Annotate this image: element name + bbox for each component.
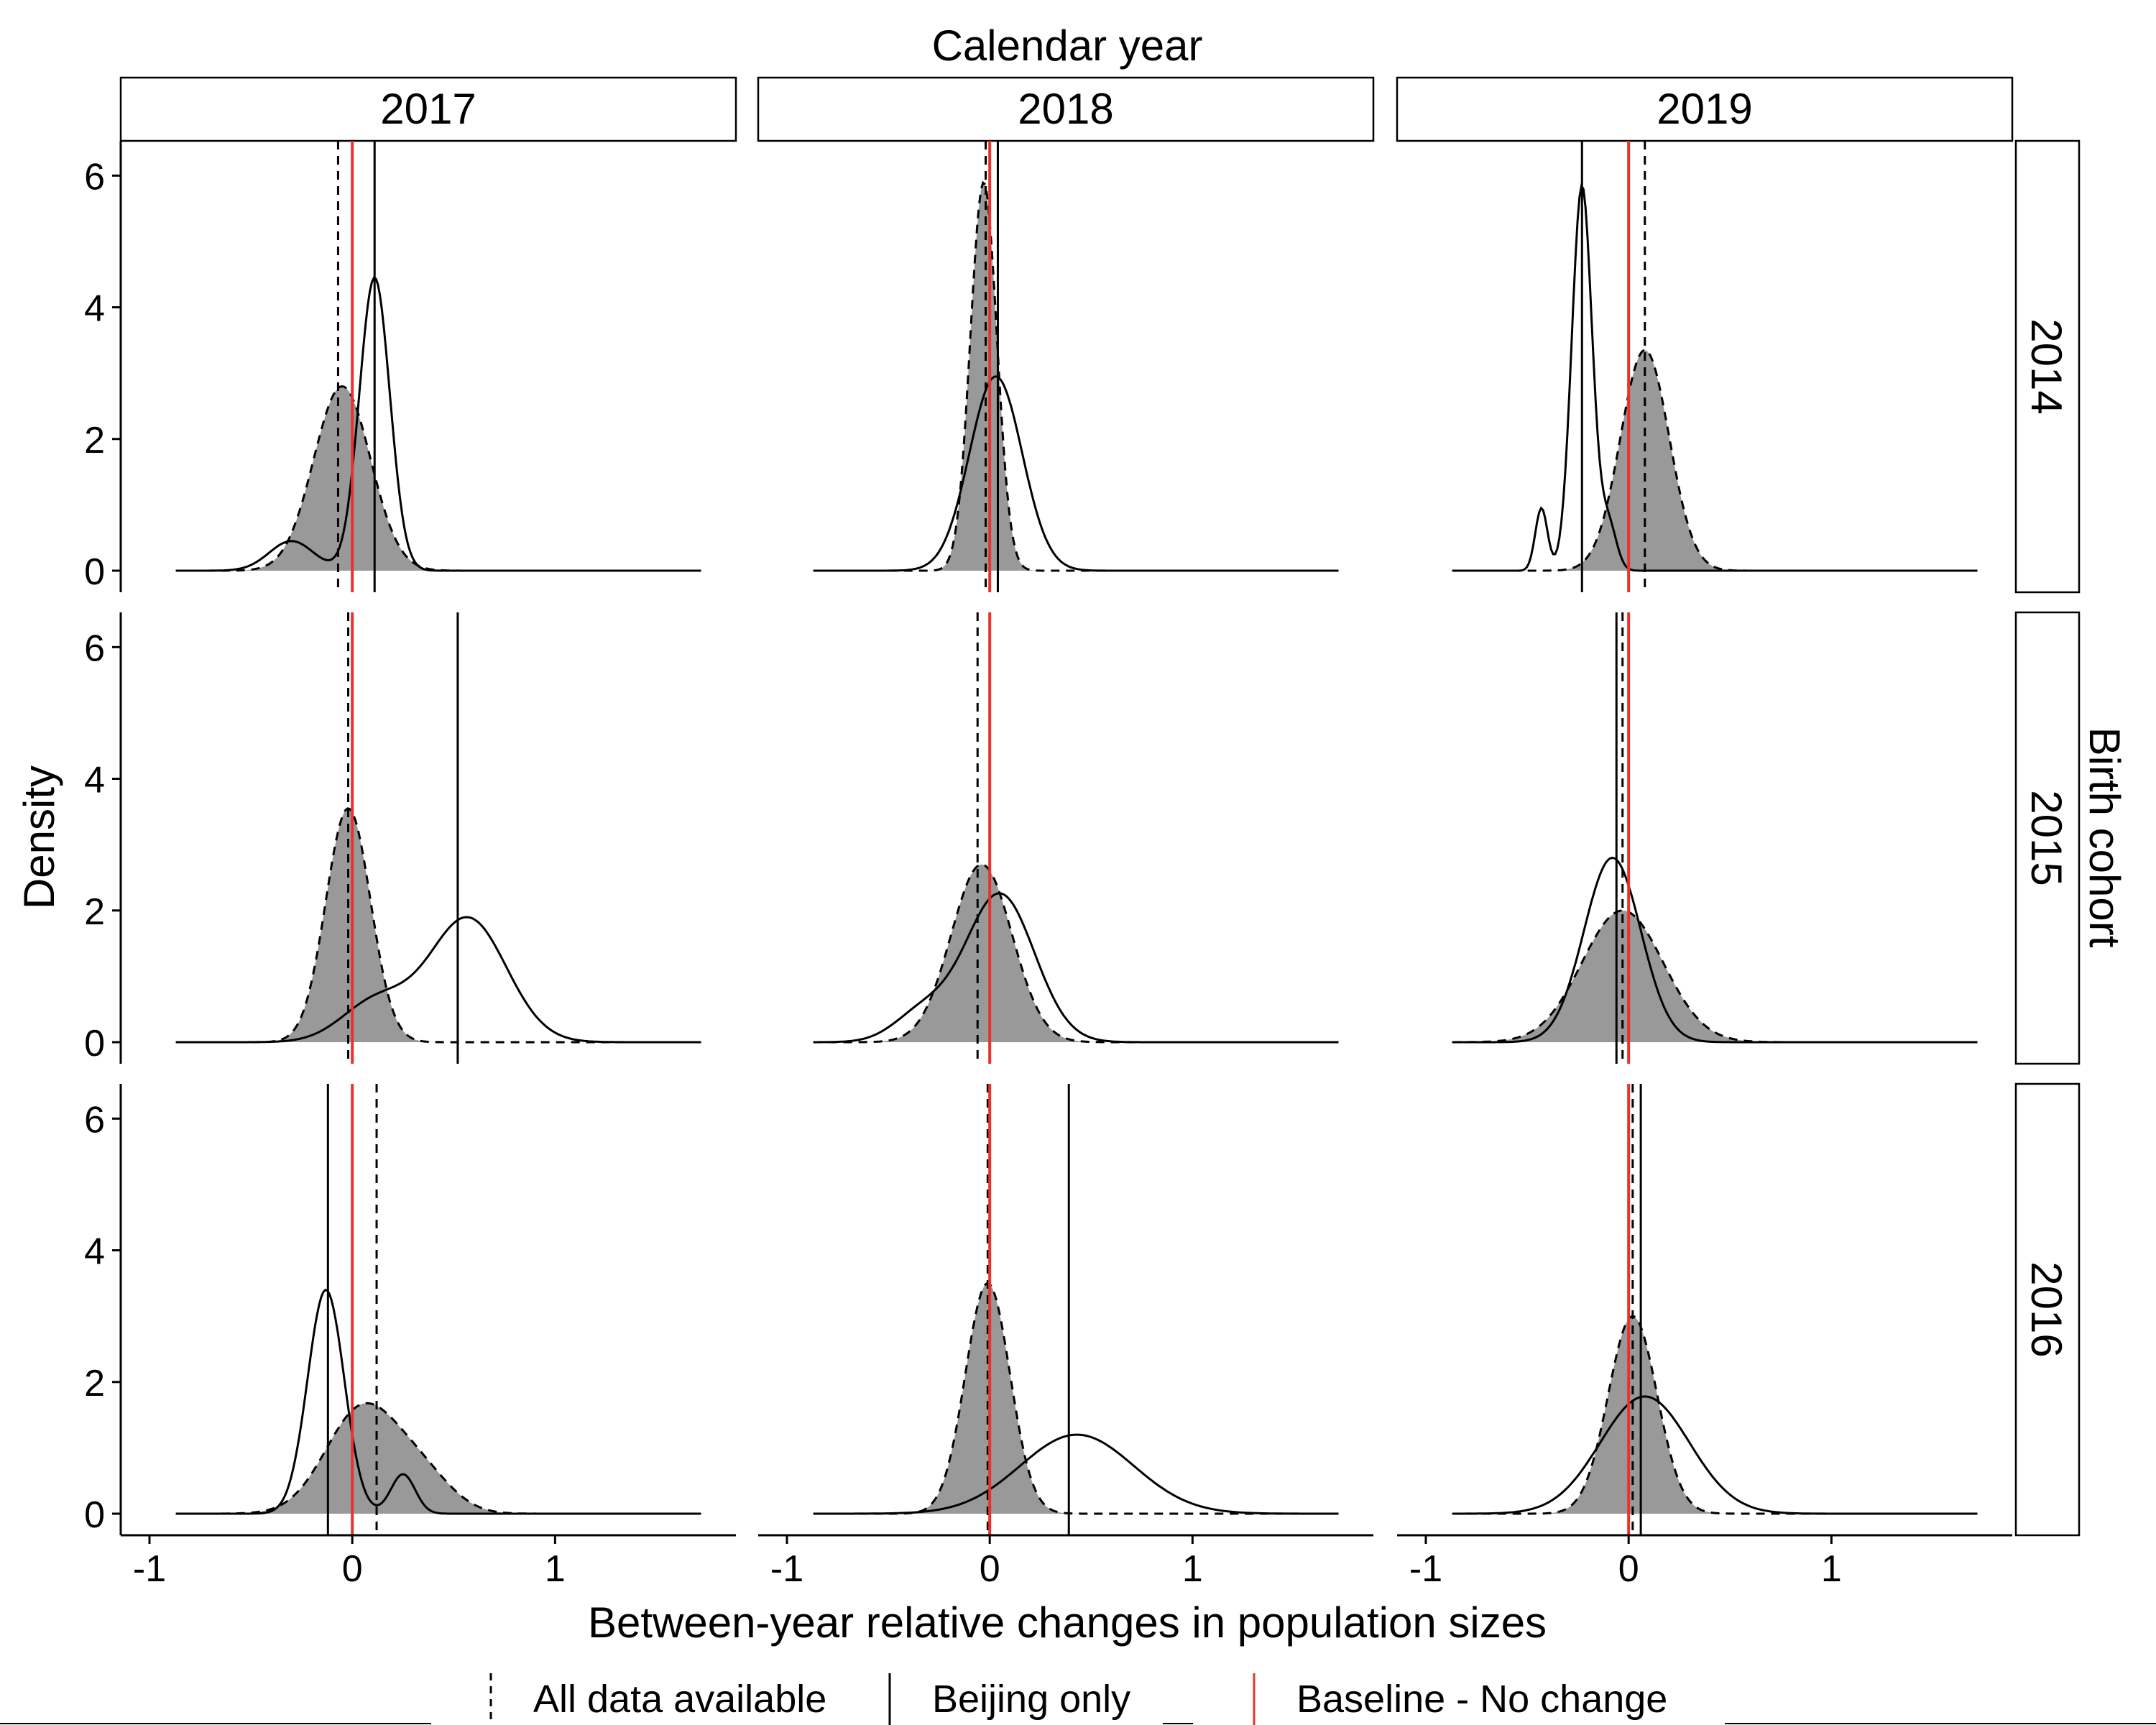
all-data-density-line xyxy=(813,180,1339,572)
panel-2015-2019 xyxy=(1452,612,1978,1064)
strip-label: 2016 xyxy=(2022,1261,2070,1357)
x-tick-label: 1 xyxy=(1821,1548,1842,1590)
beijing-density-line xyxy=(813,375,1339,572)
y-tick-label: 0 xyxy=(84,1494,105,1536)
all-data-density-line xyxy=(1452,349,1978,572)
all-data-density-fill xyxy=(175,808,701,1042)
beijing-density-line xyxy=(175,276,701,572)
all-data-density-line xyxy=(1452,1315,1978,1515)
all-data-density-fill xyxy=(175,1403,701,1514)
beijing-density-line xyxy=(175,916,701,1044)
panel-2014-2019 xyxy=(1452,141,1978,592)
all-data-density-fill xyxy=(1452,350,1978,571)
strip-label: 2017 xyxy=(380,85,476,133)
panel-2014-2017: 0 2 4 6 xyxy=(84,141,701,593)
y-tick-label: 4 xyxy=(84,288,105,330)
all-data-density-line xyxy=(813,1282,1339,1515)
all-data-density-fill xyxy=(813,183,1339,571)
x-tick-label: 0 xyxy=(980,1548,1000,1590)
legend-item-beijing: Beijing only xyxy=(888,1673,1130,1725)
row-strip-2015: 2015 xyxy=(2014,611,2081,1065)
row-strips: 2014 2015 2016 xyxy=(2014,139,2081,1537)
beijing-density-line xyxy=(813,1433,1339,1515)
y-tick-label: 6 xyxy=(84,156,105,198)
all-data-density-line xyxy=(175,807,701,1044)
all-data-density-fill xyxy=(1452,1316,1978,1514)
row-strip-2016: 2016 xyxy=(2014,1082,2081,1537)
all-data-density-fill xyxy=(1452,910,1978,1042)
strip-box xyxy=(2014,139,2081,594)
y-tick-label: 0 xyxy=(84,551,105,593)
row-strip-2014: 2014 xyxy=(2014,139,2081,594)
top-facet-title: Calendar year xyxy=(932,22,1203,70)
x-tick-label: -1 xyxy=(770,1548,803,1590)
column-strip-2018: 2018 xyxy=(757,76,1375,142)
panel-2016-2017: 0 2 4 6 -1 0 1 xyxy=(84,1084,736,1590)
strip-label: 2018 xyxy=(1018,85,1113,133)
column-strips: 2017 2018 2019 xyxy=(119,76,2014,142)
strip-label: 2019 xyxy=(1657,85,1752,133)
y-tick-label: 2 xyxy=(84,420,105,461)
x-tick-label: 0 xyxy=(342,1548,363,1590)
panel-2016-2018: -1 0 1 xyxy=(758,1084,1373,1590)
legend-label: Beijing only xyxy=(932,1678,1130,1721)
x-axis-title: Between-year relative changes in populat… xyxy=(588,1598,1547,1647)
strip-box xyxy=(2014,1082,2081,1537)
y-tick-label: 6 xyxy=(84,1099,105,1141)
panel-2015-2017: 0 2 4 6 xyxy=(84,612,701,1064)
all-data-density-fill xyxy=(175,386,701,571)
all-data-density-line xyxy=(175,385,701,572)
y-tick-label: 4 xyxy=(84,760,105,801)
all-data-density-line xyxy=(813,863,1339,1044)
all-data-density-line xyxy=(1452,909,1978,1044)
x-tick-label: 1 xyxy=(1182,1548,1203,1590)
legend-item-baseline: Baseline - No change xyxy=(1253,1673,1667,1725)
x-tick-label: 1 xyxy=(545,1548,566,1590)
column-strip-2017: 2017 xyxy=(119,76,737,142)
y-tick-label: 2 xyxy=(84,1363,105,1404)
y-axis-title: Density xyxy=(15,765,63,909)
strip-label: 2014 xyxy=(2022,318,2070,414)
strip-box xyxy=(757,76,1375,142)
x-tick-label: -1 xyxy=(133,1548,166,1590)
legend-label: Baseline - No change xyxy=(1296,1678,1667,1721)
beijing-density-line xyxy=(1452,1395,1978,1515)
y-tick-label: 6 xyxy=(84,627,105,669)
all-data-density-fill xyxy=(813,1283,1339,1514)
panels: 0 2 4 6 0 2 4 6 0 2 4 6 -1 0 1 -1 0 1 -1 0 1 xyxy=(84,141,2012,1590)
panel-2016-2019: -1 0 1 xyxy=(1397,1084,2012,1590)
all-data-density-fill xyxy=(813,864,1339,1042)
strip-box xyxy=(2014,611,2081,1065)
x-tick-label: -1 xyxy=(1409,1548,1442,1590)
right-facet-title: Birth cohort xyxy=(2081,727,2129,948)
y-tick-label: 4 xyxy=(84,1231,105,1273)
panel-2015-2018 xyxy=(813,612,1339,1064)
beijing-density-line xyxy=(175,1289,701,1515)
strip-box xyxy=(119,76,737,142)
y-tick-label: 2 xyxy=(84,891,105,933)
beijing-density-line xyxy=(813,892,1339,1044)
strip-label: 2015 xyxy=(2022,790,2070,886)
panel-2014-2018 xyxy=(813,141,1339,592)
y-tick-label: 0 xyxy=(84,1023,105,1064)
beijing-density-line xyxy=(1452,856,1978,1044)
legend-label: All data available xyxy=(533,1678,826,1721)
column-strip-2019: 2019 xyxy=(1396,76,2014,142)
legend: All data available Beijing only Baseline… xyxy=(0,1673,2156,1725)
legend-item-all-data: All data available xyxy=(489,1673,826,1725)
strip-box xyxy=(1396,76,2014,142)
beijing-density-line xyxy=(1452,182,1978,572)
x-tick-label: 0 xyxy=(1618,1548,1639,1590)
